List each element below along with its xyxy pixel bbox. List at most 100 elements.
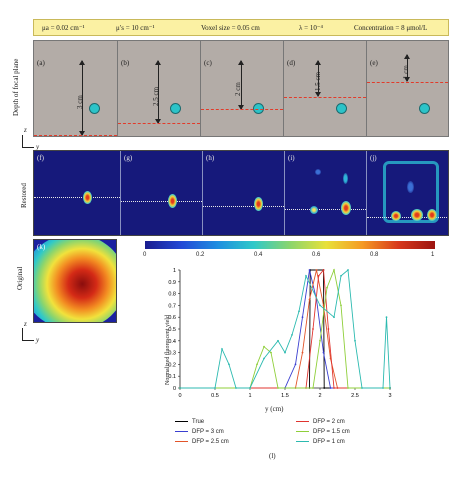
reconstructed-spot <box>83 191 92 204</box>
series-line-5 <box>180 269 391 389</box>
axis-z-line-original <box>22 328 23 340</box>
focal-plane-line <box>34 135 117 136</box>
panel-letter: (h) <box>206 154 215 162</box>
series-point-5 <box>221 348 223 350</box>
depth-label: 1.5 cm <box>314 71 322 91</box>
series-point-4 <box>319 339 321 342</box>
series-point-5 <box>340 275 342 277</box>
series-point-2 <box>301 351 304 354</box>
y-tick-label: 0.1 <box>168 374 176 380</box>
phantom-panel-e: (e) 1 cm <box>367 41 448 136</box>
depth-arrow <box>315 60 321 97</box>
series-point-4 <box>312 387 314 389</box>
artifact-spot <box>310 206 318 214</box>
slice-line <box>121 201 202 202</box>
series-point-5 <box>249 387 251 389</box>
axis-y-label-original: y <box>36 336 40 344</box>
fluorescent-target <box>336 103 347 114</box>
series-point-5 <box>235 387 237 389</box>
series-point-5 <box>291 334 293 336</box>
fluorescent-target <box>89 103 100 114</box>
series-point-5 <box>389 387 391 389</box>
panel-letter: (i) <box>288 154 295 162</box>
y-tick-label: 0.7 <box>168 303 176 309</box>
series-point-2 <box>308 298 311 301</box>
param-mu-s: μ′s = 10 cm⁻¹ <box>116 24 155 32</box>
panel-letter: (c) <box>204 59 212 67</box>
restored-panel-f: (f) <box>34 151 121 235</box>
series-line-3 <box>180 268 390 389</box>
param-concentration: Concentration = 8 μmol/L <box>354 24 428 32</box>
depth-arrow <box>238 60 244 110</box>
series-point-5 <box>214 387 216 389</box>
series-point-5 <box>347 269 349 271</box>
series-point-4 <box>347 387 349 389</box>
axis-y-label: y <box>36 143 40 151</box>
panel-letter: (j) <box>370 154 377 162</box>
panel-letter: (f) <box>37 154 44 162</box>
series-point-2 <box>315 269 318 271</box>
y-tick-label: 0.6 <box>168 315 176 321</box>
restored-row-label: Restored <box>20 183 28 208</box>
colorbar-tick: 0.2 <box>196 252 205 258</box>
panel-letter: (g) <box>124 154 133 162</box>
series-point-5 <box>179 387 181 389</box>
axis-y-line <box>22 147 34 148</box>
series-point-1 <box>329 387 332 389</box>
panel-letter: (e) <box>370 59 378 67</box>
artifact-spot <box>343 173 348 184</box>
legend-true: True <box>175 419 204 425</box>
parameter-bar: μa = 0.02 cm⁻¹ μ′s = 10 cm⁻¹ Voxel size … <box>33 19 449 36</box>
panel-letter: (k) <box>37 243 46 251</box>
phantom-panel-a: (a) 3 cm <box>34 41 118 136</box>
restored-panel-h: (h) <box>203 151 285 235</box>
panel-letter: (a) <box>37 59 45 67</box>
depth-label: 2 cm <box>234 82 242 96</box>
reconstructed-spot <box>168 194 177 208</box>
chart-panel-label: (l) <box>269 452 276 460</box>
slice-line <box>203 206 284 207</box>
artifact-spot <box>391 211 401 221</box>
series-point-5 <box>228 363 230 366</box>
panel-letter: (d) <box>287 59 296 67</box>
slice-line <box>285 209 366 210</box>
series-point-4 <box>333 269 335 271</box>
series-point-5 <box>298 310 300 313</box>
legend-dfp-2: DFP = 2 cm <box>296 419 345 425</box>
slice-line <box>367 217 447 218</box>
series-line-2 <box>180 269 390 389</box>
original-label: Original <box>16 266 24 290</box>
param-mu-a: μa = 0.02 cm⁻¹ <box>42 24 85 32</box>
legend-dfp-1-5: DFP = 1.5 cm <box>296 429 350 435</box>
focal-plane-line <box>284 97 366 98</box>
depth-row-label: Depth of focal plane <box>12 58 20 116</box>
chart-plot-area: 0 0.1 0.2 0.3 0.4 0.5 0.6 0.7 0.8 0.9 1 0 0.5 1 1.5 2 2.… <box>168 268 391 399</box>
x-tick-label: 3 <box>388 393 391 399</box>
phantom-panel-b: (b) 2.5 cm <box>118 41 201 136</box>
x-tick-label: 2 <box>318 393 321 399</box>
focal-plane-line <box>367 82 448 83</box>
restored-row: (f) (g) (h) (i) (j) <box>33 150 449 236</box>
x-tick-label: 0.5 <box>211 393 219 399</box>
colorbar-tick: 0 <box>143 252 147 258</box>
original-fluorescence-map <box>34 240 116 322</box>
x-axis-label: y (cm) <box>265 405 284 413</box>
panel-letter: (b) <box>121 59 130 67</box>
series-line-4 <box>180 268 390 389</box>
artifact-spot <box>315 169 321 175</box>
series-point-5 <box>263 357 265 360</box>
fluorescent-target <box>253 103 264 114</box>
series-point-4 <box>270 351 272 354</box>
series-point-5 <box>333 316 335 319</box>
y-tick-label: 0.3 <box>168 351 176 357</box>
reconstructed-spot <box>254 197 263 211</box>
restored-panel-i: (i) <box>285 151 367 235</box>
axis-y-line-original <box>22 340 34 341</box>
x-tick-label: 2.5 <box>351 393 359 399</box>
series-point-4 <box>277 387 279 389</box>
axis-z-label-original: z <box>24 320 27 328</box>
series-point-5 <box>382 387 384 389</box>
series-point-4 <box>263 345 265 348</box>
x-tick-label: 0 <box>178 393 181 399</box>
artifact-spot <box>411 209 423 221</box>
